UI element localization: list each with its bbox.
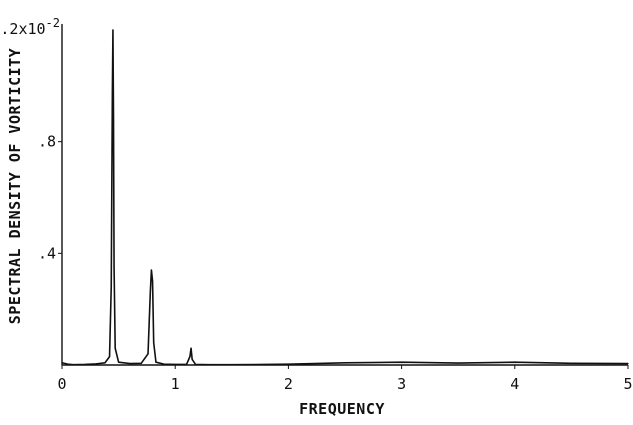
plot-area <box>58 24 629 369</box>
data-point <box>570 362 573 364</box>
data-point <box>153 342 155 344</box>
data-point <box>174 363 176 366</box>
x-tick-label: 3 <box>397 375 406 393</box>
data-point <box>140 362 142 364</box>
data-point <box>151 280 154 282</box>
x-axis-title: FREQUENCY <box>299 400 385 418</box>
data-point <box>401 361 403 363</box>
y-top-tick-label: 1.2x10-2 <box>0 16 60 38</box>
data-point <box>457 362 459 364</box>
data-point <box>155 361 157 363</box>
series-line <box>61 29 629 366</box>
data-point <box>112 29 114 31</box>
x-tick-label: 5 <box>623 375 632 393</box>
data-point <box>108 356 111 358</box>
data-point <box>114 347 116 349</box>
data-point <box>231 364 233 366</box>
data-point <box>287 363 289 365</box>
data-point <box>514 361 516 363</box>
data-point <box>149 291 151 294</box>
data-point <box>72 364 74 366</box>
data-point <box>150 269 153 271</box>
x-tick-label: 2 <box>284 375 293 393</box>
x-tick-labels: 0 1 2 3 4 5 <box>57 375 632 393</box>
y-tick-label: .4 <box>38 244 56 262</box>
y-tick-label: .8 <box>38 133 56 151</box>
y-axis-title: SPECTRAL DENSITY OF VORTICITY <box>6 48 24 324</box>
data-point <box>110 286 112 288</box>
data-point <box>163 363 165 365</box>
data-point <box>191 358 193 361</box>
data-point <box>104 362 106 364</box>
data-point <box>129 363 131 365</box>
x-tick-label: 0 <box>57 375 66 393</box>
data-point <box>147 353 149 355</box>
data-point <box>185 363 188 366</box>
data-point <box>61 362 63 364</box>
data-point <box>112 118 115 120</box>
data-point <box>118 361 120 363</box>
data-point <box>189 356 191 358</box>
data-point <box>84 363 86 366</box>
y-tick-labels: .4 .8 <box>38 133 56 263</box>
data-point <box>627 363 629 365</box>
data-point <box>113 266 115 268</box>
data-point <box>111 90 113 93</box>
data-point <box>67 363 69 365</box>
data-point <box>208 364 210 366</box>
data-point <box>190 347 192 349</box>
data-point <box>95 363 97 365</box>
data-point <box>194 363 197 366</box>
x-tick-label: 4 <box>510 375 519 393</box>
data-point <box>344 362 346 364</box>
x-tick-label: 1 <box>171 375 180 393</box>
